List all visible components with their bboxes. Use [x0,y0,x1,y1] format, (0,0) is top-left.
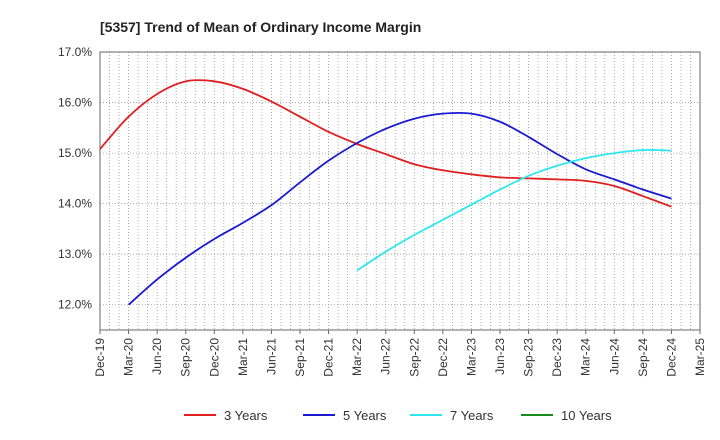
x-tick-label: Jun-23 [493,338,507,375]
x-tick-label: Mar-21 [236,338,250,376]
legend-label: 5 Years [343,408,387,423]
plot-area [99,51,701,331]
x-tick-label: Mar-25 [693,338,707,376]
x-tick-label: Jun-24 [607,338,621,375]
x-tick-label: Sep-20 [179,338,193,377]
x-tick-label: Jun-21 [264,338,278,375]
x-tick-label: Mar-22 [350,338,364,376]
series-lines [99,79,672,306]
x-axis: Dec-19 Mar-20 Jun-20 Sep-20 Dec-20 Mar-21 Jun-… [93,330,707,377]
series-line-3-years [99,79,672,208]
series-line-7-years [356,149,672,272]
y-tick-label: 15.0% [58,146,92,160]
x-tick-label: Mar-24 [579,338,593,376]
legend-label: 10 Years [561,408,612,423]
legend-label: 7 Years [450,408,494,423]
y-tick-label: 13.0% [58,247,92,261]
x-tick-label: Sep-23 [522,338,536,377]
x-tick-label: Jun-22 [379,338,393,375]
y-axis: 12.0% 13.0% 14.0% 15.0% 16.0% 17.0% [58,45,92,312]
chart-title: [5357] Trend of Mean of Ordinary Income … [100,19,421,35]
x-tick-label: Mar-23 [464,338,478,376]
x-tick-label: Sep-21 [293,338,307,377]
y-tick-label: 16.0% [58,96,92,110]
x-tick-label: Dec-20 [207,338,221,377]
y-tick-label: 14.0% [58,197,92,211]
x-tick-label: Sep-24 [636,338,650,377]
series-line-5-years [127,111,672,306]
x-tick-label: Mar-20 [122,338,136,376]
x-tick-label: Sep-22 [407,338,421,377]
legend-label: 3 Years [224,408,268,423]
x-tick-label: Jun-20 [150,338,164,375]
y-tick-label: 12.0% [58,298,92,312]
grid [100,51,700,330]
y-tick-label: 17.0% [58,45,92,59]
x-tick-label: Dec-22 [436,338,450,377]
x-tick-label: Dec-23 [550,338,564,377]
legend: 3 Years 5 Years 7 Years 10 Years [184,408,612,423]
x-tick-label: Dec-21 [322,338,336,377]
x-tick-label: Dec-19 [93,338,107,377]
x-tick-label: Dec-24 [664,338,678,377]
